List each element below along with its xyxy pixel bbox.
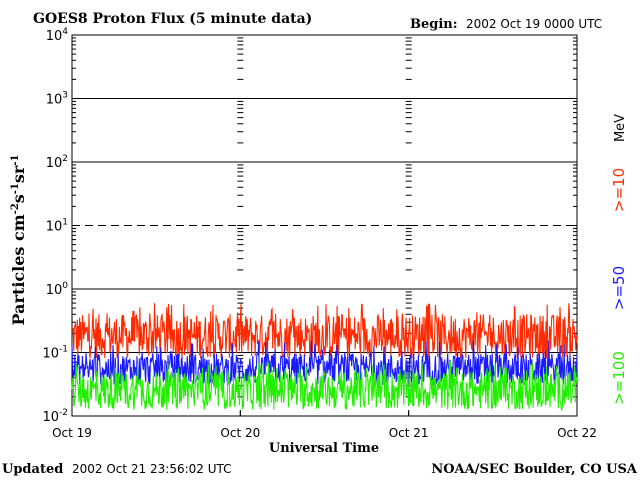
y-tick-label: 10-2 (42, 408, 68, 425)
begin-label: Begin: (410, 17, 458, 32)
chart-title: GOES8 Proton Flux (5 minute data) (33, 11, 312, 27)
x-tick-label: Oct 21 (389, 426, 429, 440)
x-tick-label: Oct 20 (220, 426, 260, 440)
series-line-2 (71, 361, 578, 412)
updated-value: 2002 Oct 21 23:56:02 UTC (72, 462, 232, 476)
legend-entry: >=50 (610, 266, 628, 310)
y-tick-label: 103 (46, 91, 68, 108)
y-tick-label: 104 (46, 27, 69, 44)
y-tick-label: 10-1 (42, 345, 68, 362)
x-tick-label: Oct 22 (557, 426, 597, 440)
y-tick-label: 101 (46, 218, 68, 235)
series-line-0 (71, 303, 578, 359)
series-group (71, 303, 578, 412)
legend-entry: >=100 (610, 351, 628, 405)
credit-text: NOAA/SEC Boulder, CO USA (431, 462, 638, 477)
grid-lines (72, 98, 577, 353)
x-tick-label: Oct 19 (52, 426, 92, 440)
x-tick-labels: Oct 19 Oct 20 Oct 21 Oct 22 (52, 410, 597, 440)
legend-unit: MeV (613, 114, 628, 142)
updated-label: Updated (2, 462, 63, 477)
y-tick-labels: 10-2 10-1 100 101 102 103 104 (42, 27, 68, 425)
legend: >=10 >=50 >=100 MeV (610, 114, 628, 405)
y-axis-title: Particles cm-2s-1sr-1 (9, 155, 28, 326)
y-tick-label: 102 (46, 154, 68, 171)
x-axis-title: Universal Time (269, 441, 379, 456)
legend-entry: >=10 (610, 168, 628, 212)
y-tick-label: 100 (46, 281, 69, 298)
begin-value: 2002 Oct 19 0000 UTC (466, 17, 602, 31)
day-dividers (239, 411, 410, 416)
